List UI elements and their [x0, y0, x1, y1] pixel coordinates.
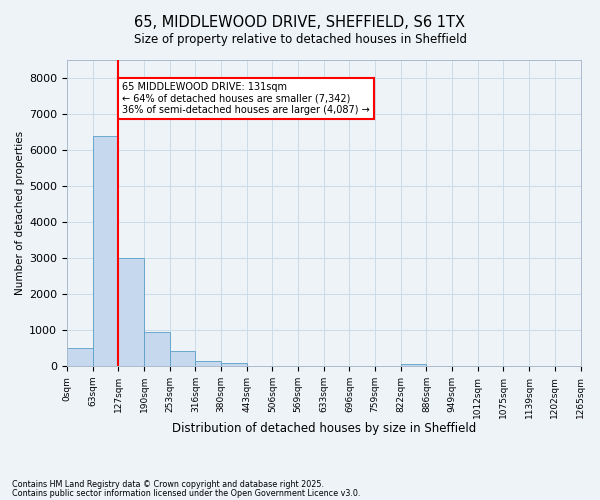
Text: Size of property relative to detached houses in Sheffield: Size of property relative to detached ho…	[133, 32, 467, 46]
Text: Contains HM Land Registry data © Crown copyright and database right 2025.: Contains HM Land Registry data © Crown c…	[12, 480, 324, 489]
Bar	[170, 351, 196, 366]
X-axis label: Distribution of detached houses by size in Sheffield: Distribution of detached houses by size …	[172, 422, 476, 435]
Text: 65 MIDDLEWOOD DRIVE: 131sqm
← 64% of detached houses are smaller (7,342)
36% of : 65 MIDDLEWOOD DRIVE: 131sqm ← 64% of det…	[122, 82, 370, 115]
Bar	[196, 362, 221, 366]
Text: Contains public sector information licensed under the Open Government Licence v3: Contains public sector information licen…	[12, 489, 361, 498]
Text: 65, MIDDLEWOOD DRIVE, SHEFFIELD, S6 1TX: 65, MIDDLEWOOD DRIVE, SHEFFIELD, S6 1TX	[134, 15, 466, 30]
Bar	[144, 332, 170, 366]
Y-axis label: Number of detached properties: Number of detached properties	[15, 131, 25, 295]
Bar	[92, 136, 118, 366]
Bar	[67, 348, 92, 366]
Bar	[118, 258, 144, 366]
Bar	[401, 364, 427, 366]
Bar	[221, 364, 247, 366]
